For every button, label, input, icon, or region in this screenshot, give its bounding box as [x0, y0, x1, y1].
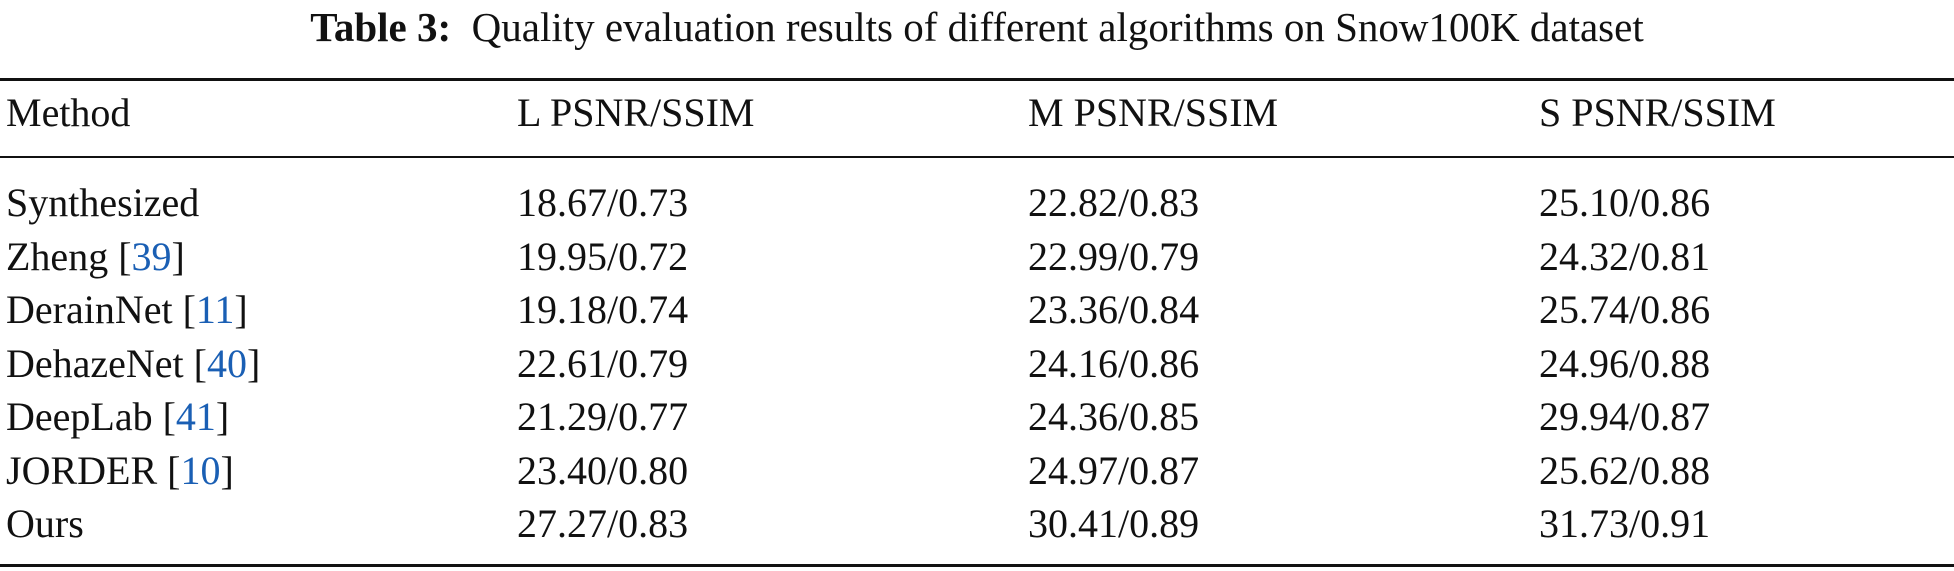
value-cell: 25.74/0.86 — [1539, 287, 1711, 332]
value-cell: 25.10/0.86 — [1539, 180, 1711, 225]
bottom-rule — [0, 564, 1954, 567]
value-cell: 23.40/0.80 — [517, 447, 689, 493]
value-cell: 31.73/0.91 — [1539, 501, 1711, 546]
method-cell: Synthesized — [6, 178, 199, 228]
value-cell: 22.99/0.79 — [1028, 233, 1200, 279]
value-cell: 23.36/0.84 — [1028, 287, 1200, 332]
table-caption: Table 3: Quality evaluation results of d… — [0, 2, 1954, 52]
value-cell: 21.29/0.77 — [517, 394, 689, 439]
value-cell: 25.62/0.88 — [1539, 447, 1711, 493]
value-cell: 24.16/0.86 — [1028, 340, 1200, 386]
method-cell: DeepLab [41] — [6, 392, 229, 442]
method-cell: DehazeNet [40] — [6, 339, 260, 389]
method-text: Zheng [ — [6, 233, 132, 279]
value-cell: 29.94/0.87 — [1539, 394, 1711, 439]
value-cell: 18.67/0.73 — [517, 180, 689, 225]
value-cell: 24.96/0.88 — [1539, 340, 1711, 386]
header-cell: L PSNR/SSIM — [517, 90, 755, 135]
value-cell: 19.95/0.72 — [517, 233, 689, 279]
method-text: ] — [171, 233, 185, 279]
mid-rule — [0, 156, 1954, 158]
method-text: ] — [234, 287, 248, 332]
top-rule — [0, 78, 1954, 81]
value-cell: 24.32/0.81 — [1539, 233, 1711, 279]
method-cell: Zheng [39] — [6, 232, 185, 282]
method-text: ] — [246, 340, 261, 386]
method-text: ] — [220, 447, 234, 493]
value-cell: 27.27/0.83 — [517, 501, 689, 546]
header-cell: M PSNR/SSIM — [1028, 90, 1279, 135]
value-cell: 22.61/0.79 — [517, 340, 689, 386]
method-cell: JORDER [10] — [6, 446, 234, 496]
caption-label: Table 3: — [310, 4, 452, 50]
value-cell: 30.41/0.89 — [1028, 501, 1200, 546]
value-cell: 24.36/0.85 — [1028, 394, 1200, 439]
method-text: DehazeNet [ — [6, 340, 207, 386]
value-cell: 24.97/0.87 — [1028, 447, 1200, 493]
method-cell: Ours — [6, 499, 84, 549]
citation: 41 — [175, 394, 216, 439]
method-cell: DerainNet [11] — [6, 285, 248, 335]
citation: 39 — [131, 233, 172, 279]
value-cell: 19.18/0.74 — [517, 287, 689, 332]
method-text: JORDER [ — [6, 447, 181, 493]
caption-text: Quality evaluation results of different … — [471, 4, 1644, 50]
header-cell: S PSNR/SSIM — [1539, 90, 1776, 135]
method-text: Synthesized — [6, 180, 200, 225]
method-text: DerainNet [ — [6, 287, 196, 332]
method-text: ] — [215, 394, 230, 439]
citation: 10 — [180, 447, 221, 493]
citation: 11 — [195, 287, 235, 332]
value-cell: 22.82/0.83 — [1028, 180, 1200, 225]
method-text: DeepLab [ — [6, 394, 176, 439]
method-text: Ours — [6, 501, 84, 546]
citation: 40 — [206, 340, 247, 386]
header-cell: Method — [6, 90, 131, 135]
